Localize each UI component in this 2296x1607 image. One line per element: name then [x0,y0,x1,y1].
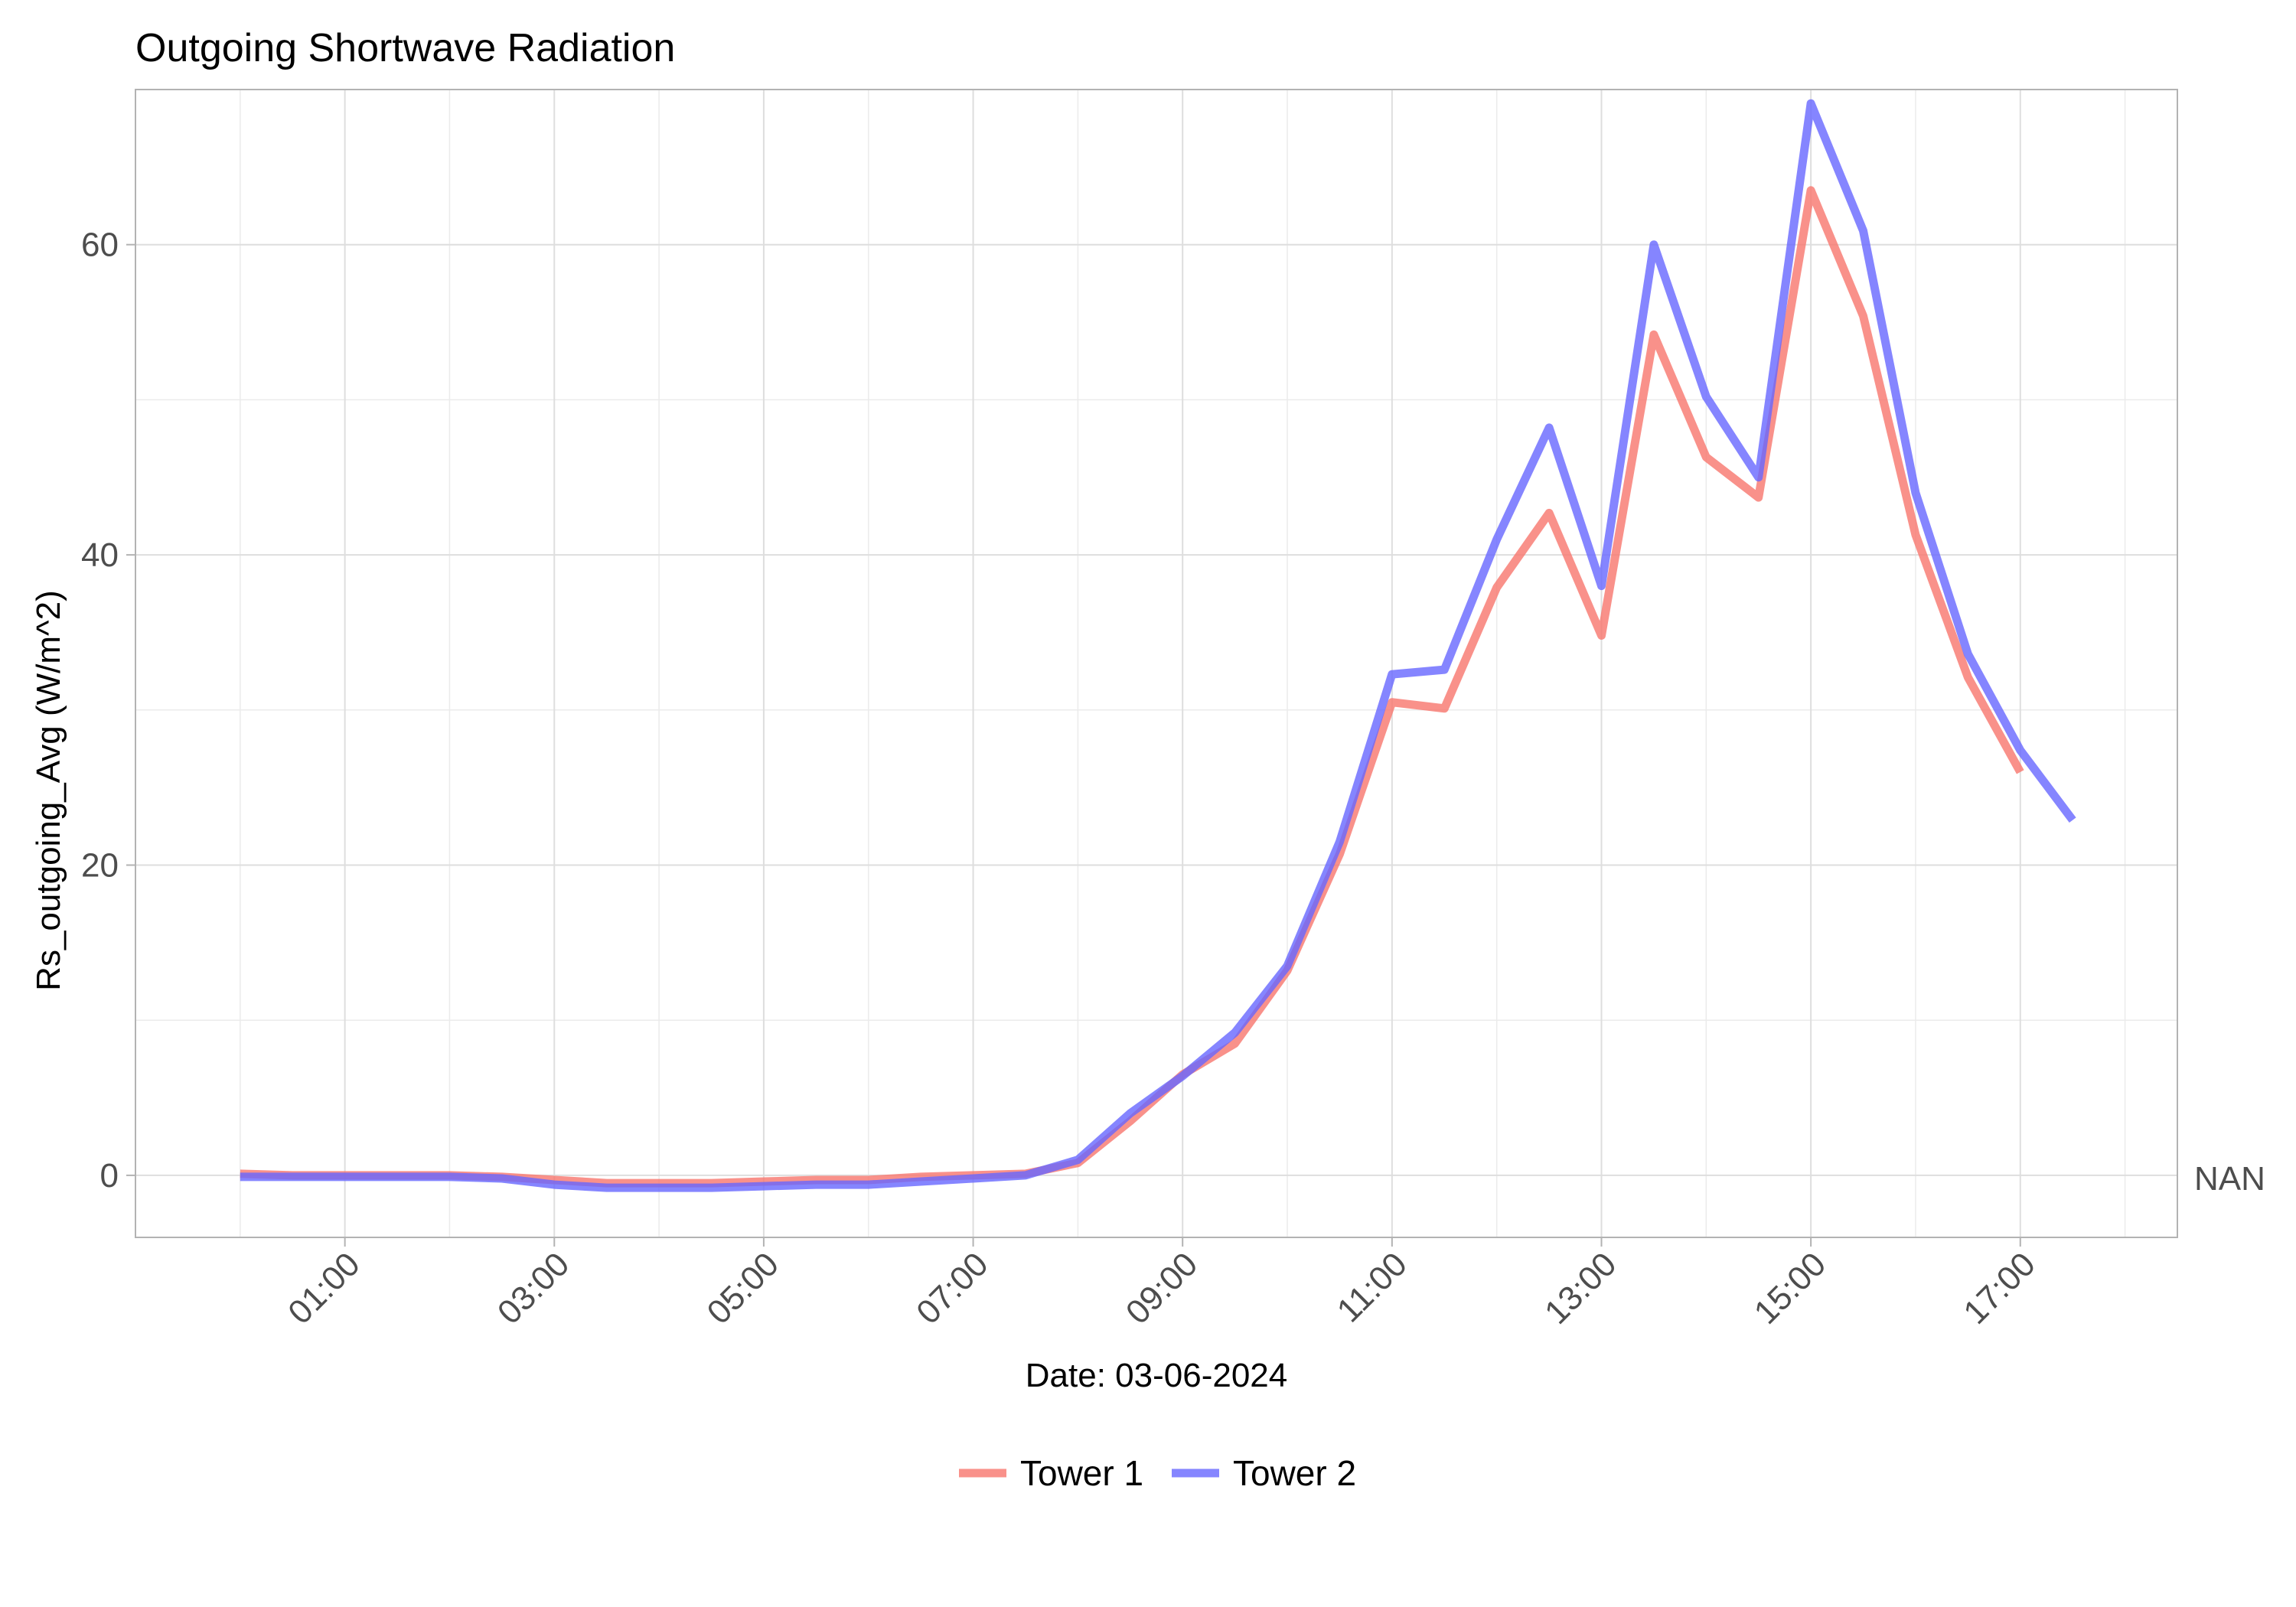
y-tick-label: 40 [81,536,119,574]
legend: Tower 1 Tower 2 [959,1453,1356,1493]
panel-border [135,89,2178,1238]
legend-label-tower-1: Tower 1 [1020,1453,1143,1493]
legend-label-tower-2: Tower 2 [1233,1453,1356,1493]
x-axis-title: Date: 03-06-2024 [1026,1357,1287,1394]
y-axis: 0 20 40 60 [81,227,135,1195]
grid-minor [135,90,2177,1237]
y-tick-label: 60 [81,227,119,264]
chart-title: Outgoing Shortwave Radiation [135,26,675,70]
y-axis-title: Rs_outgoing_Avg (W/m^2) [30,590,67,991]
y-tick-label: 0 [100,1157,119,1195]
series-lines [240,99,2076,1192]
y-tick-label: 20 [81,847,119,885]
secondary-y-label: NAN [2194,1160,2265,1198]
series-line-tower-2 [240,99,2076,1192]
